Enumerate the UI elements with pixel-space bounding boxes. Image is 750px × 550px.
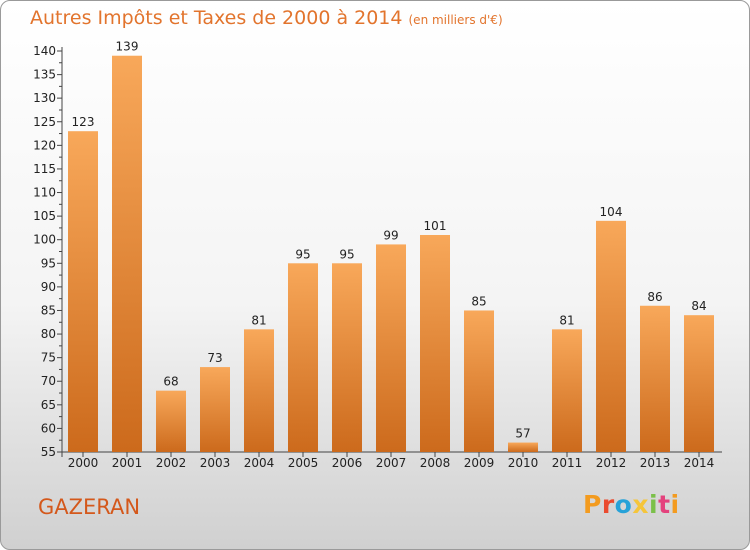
x-tick-label: 2001 bbox=[112, 456, 143, 470]
bar-value-label: 57 bbox=[515, 427, 530, 441]
y-tick-label: 95 bbox=[41, 256, 56, 270]
bar bbox=[420, 234, 450, 452]
bar bbox=[640, 305, 670, 452]
bar-value-label: 85 bbox=[471, 294, 486, 308]
y-tick-label: 105 bbox=[33, 209, 56, 223]
x-tick-label: 2000 bbox=[68, 456, 99, 470]
bar-value-label: 104 bbox=[600, 205, 623, 219]
x-tick-label: 2006 bbox=[332, 456, 363, 470]
x-tick-label: 2002 bbox=[156, 456, 187, 470]
y-tick-label: 100 bbox=[33, 233, 56, 247]
bar-value-label: 81 bbox=[559, 313, 574, 327]
bar bbox=[552, 329, 582, 452]
logo-letter: x bbox=[632, 490, 649, 519]
bar bbox=[244, 329, 274, 452]
bar-value-label: 123 bbox=[72, 115, 95, 129]
bar bbox=[376, 244, 406, 452]
bar-value-label: 73 bbox=[207, 351, 222, 365]
commune-name: GAZERAN bbox=[38, 495, 141, 519]
bar-value-label: 95 bbox=[339, 247, 354, 261]
y-tick-label: 75 bbox=[41, 351, 56, 365]
x-tick-label: 2005 bbox=[288, 456, 319, 470]
bar bbox=[200, 367, 230, 452]
bar-value-label: 84 bbox=[691, 299, 706, 313]
x-tick-label: 2013 bbox=[640, 456, 671, 470]
y-tick-label: 65 bbox=[41, 398, 56, 412]
bar bbox=[464, 310, 494, 452]
chart-unit: (en milliers d'€) bbox=[408, 13, 503, 27]
logo-letter: i bbox=[670, 490, 680, 519]
logo-letter: r bbox=[601, 490, 615, 519]
x-tick-label: 2003 bbox=[200, 456, 231, 470]
y-tick-label: 115 bbox=[33, 162, 56, 176]
y-tick-label: 60 bbox=[41, 421, 56, 435]
bar bbox=[332, 263, 362, 452]
x-tick-label: 2010 bbox=[508, 456, 539, 470]
bar bbox=[68, 131, 98, 452]
x-tick-label: 2014 bbox=[684, 456, 715, 470]
y-tick-label: 85 bbox=[41, 303, 56, 317]
chart-title: Autres Impôts et Taxes de 2000 à 2014 (en… bbox=[30, 7, 503, 29]
x-tick-label: 2012 bbox=[596, 456, 627, 470]
x-tick-label: 2009 bbox=[464, 456, 495, 470]
y-tick-label: 120 bbox=[33, 138, 56, 152]
bar bbox=[112, 55, 142, 452]
bar-value-label: 68 bbox=[163, 375, 178, 389]
x-tick-label: 2004 bbox=[244, 456, 275, 470]
x-tick-label: 2008 bbox=[420, 456, 451, 470]
logo-letter: i bbox=[649, 490, 659, 519]
bar bbox=[288, 263, 318, 452]
x-tick-label: 2007 bbox=[376, 456, 407, 470]
y-tick-label: 130 bbox=[33, 91, 56, 105]
bar-value-label: 86 bbox=[647, 290, 662, 304]
bar bbox=[156, 390, 186, 452]
bar-value-label: 95 bbox=[295, 247, 310, 261]
bar-value-label: 101 bbox=[424, 219, 447, 233]
logo-letter: t bbox=[658, 490, 671, 519]
y-tick-label: 80 bbox=[41, 327, 56, 341]
proxiti-logo[interactable]: Proxiti bbox=[583, 490, 680, 519]
x-tick-label: 2011 bbox=[552, 456, 583, 470]
logo-letter: o bbox=[614, 490, 633, 519]
y-tick-label: 90 bbox=[41, 280, 56, 294]
bar-value-label: 81 bbox=[251, 313, 266, 327]
bar bbox=[684, 315, 714, 452]
y-tick-label: 110 bbox=[33, 186, 56, 200]
y-tick-label: 125 bbox=[33, 115, 56, 129]
logo-letter: P bbox=[583, 490, 602, 519]
bar-value-label: 99 bbox=[383, 228, 398, 242]
chart-title-text: Autres Impôts et Taxes de 2000 à 2014 bbox=[30, 7, 403, 29]
bar-value-label: 139 bbox=[116, 40, 139, 54]
y-tick-label: 140 bbox=[33, 44, 56, 58]
bar bbox=[508, 442, 538, 452]
y-tick-label: 135 bbox=[33, 68, 56, 82]
bar bbox=[596, 220, 626, 452]
y-tick-label: 55 bbox=[41, 445, 56, 459]
y-tick-label: 70 bbox=[41, 374, 56, 388]
